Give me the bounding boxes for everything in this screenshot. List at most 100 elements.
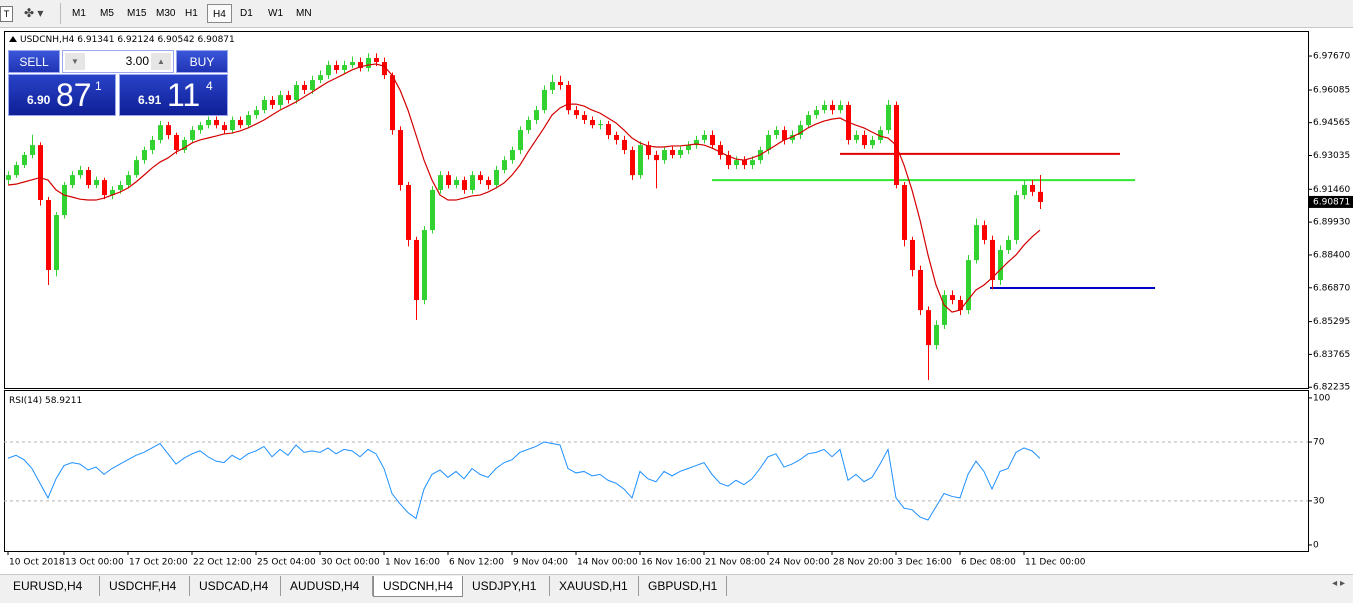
ask-quote[interactable]: 6.91 11 4 [119,74,228,116]
x-tick-label: 11 Dec 00:00 [1025,558,1086,568]
y-tick-label: 6.88400 [1313,250,1350,260]
candle-body [398,130,403,186]
x-tick-label: 3 Dec 16:00 [897,558,952,568]
buy-button[interactable]: BUY [176,50,228,73]
chart-tab[interactable]: USDCHF,H4 [100,576,190,596]
lot-up[interactable]: ▲ [151,53,171,70]
candle-body [694,139,699,146]
candle-body [14,165,19,176]
timeframe-button[interactable]: H4 [207,4,232,23]
candle-body [382,62,387,76]
candle-body [94,180,99,186]
chart-header: USDCNH,H4 6.91341 6.92124 6.90542 6.9087… [20,35,235,45]
candle-body [366,57,371,69]
candle-body [158,125,163,140]
chart-tab[interactable]: USDCNH,H4 [373,576,463,597]
lot-input[interactable]: ▼ 3.00 ▲ [62,50,174,73]
x-tick-label: 16 Nov 16:00 [641,558,702,568]
candle-body [470,175,475,190]
candle-body [174,135,179,151]
timeframe-button[interactable]: M15 [127,8,147,19]
candle-body [542,89,547,111]
price-tag-label: 6.90871 [1313,197,1350,207]
chart-tab[interactable]: USDJPY,H1 [463,576,550,596]
candle-body [502,160,507,170]
chart-tab[interactable]: AUDUSD,H4 [281,576,373,596]
header-value: USDCNH,H4 [20,35,75,45]
tab-scroll[interactable]: ◂ ▸ [1332,578,1345,589]
chart-tab[interactable]: GBPUSD,H1 [639,576,727,596]
y-tick-label: 6.94565 [1313,118,1350,128]
tool-icon[interactable]: T [0,6,13,22]
timeframe-button[interactable]: M5 [100,8,114,19]
timeframe-button[interactable]: M1 [72,8,86,19]
candle-body [942,295,947,325]
candle-body [118,185,123,190]
x-tick-label: 10 Oct 2018 [9,558,65,568]
candle-body [750,160,755,166]
candle-body [142,150,147,161]
candle-body [126,175,131,186]
candle-body [422,230,427,301]
lot-value: 3.00 [125,54,149,68]
candle-body [494,169,499,186]
x-tick-label: 6 Dec 08:00 [961,558,1016,568]
candle-body [350,62,355,66]
candle-body [582,115,587,120]
chart-tab[interactable]: USDCAD,H4 [190,576,281,596]
candle-body [918,269,923,311]
candle-body [22,154,27,166]
candle-body [134,160,139,176]
candle-body [462,180,467,190]
timeframe-button[interactable]: M30 [156,8,176,19]
chart-tab[interactable]: XAUUSD,H1 [550,576,639,596]
candle-body [486,180,491,186]
candle-body [1038,191,1043,202]
chart-window: 6.97670 6.96085 6.94565 6.93035 6.91460 6.899… [0,28,1353,574]
x-tick-label: 13 Oct 00:00 [65,558,124,568]
candle-body [790,135,795,140]
x-tick-label: 1 Nov 16:00 [385,558,440,568]
candle-body [742,160,747,166]
candle-body [446,175,451,186]
timeframe-button[interactable]: W1 [268,8,283,19]
candle-body [438,175,443,190]
candle-body [558,81,563,86]
sell-button[interactable]: SELL [8,50,60,73]
chart-tab[interactable]: EURUSD,H4 [4,576,100,596]
header-value: 6.92124 [117,35,154,45]
price-frame [4,31,1309,389]
y-tick-label: 6.97670 [1313,52,1350,62]
candle-body [1014,195,1019,240]
x-tick-label: 28 Nov 20:00 [833,558,894,568]
candle-body [222,125,227,131]
candle-body [182,139,187,151]
timeframe-button[interactable]: D1 [240,8,253,19]
rsi-title: RSI(14) [9,396,42,406]
collapse-icon[interactable] [9,36,17,42]
x-tick-label: 30 Oct 00:00 [321,558,380,568]
y-tick-label: 100 [1313,393,1330,403]
y-tick-label: 6.83765 [1313,350,1350,360]
x-tick-label: 24 Nov 00:00 [769,558,830,568]
y-tick-label: 6.96085 [1313,86,1350,96]
candle-body [198,125,203,131]
lot-down[interactable]: ▼ [65,53,85,70]
timeframe-button[interactable]: H1 [185,8,198,19]
candle-body [870,139,875,146]
candle-body [286,95,291,101]
draw-tools-icon[interactable]: ✤ ▾ [24,6,44,20]
candle-body [654,154,659,161]
candle-body [646,145,651,155]
candle-body [590,119,595,126]
candle-body [862,135,867,146]
candle-body [358,62,363,69]
candle-body [630,150,635,176]
timeframe-button[interactable]: MN [296,8,312,19]
y-tick-label: 6.89930 [1313,218,1350,228]
bid-quote[interactable]: 6.90 87 1 [8,74,116,116]
bid-big: 87 [56,77,92,113]
rsi-line [7,441,1041,521]
price-tag [1308,195,1353,208]
